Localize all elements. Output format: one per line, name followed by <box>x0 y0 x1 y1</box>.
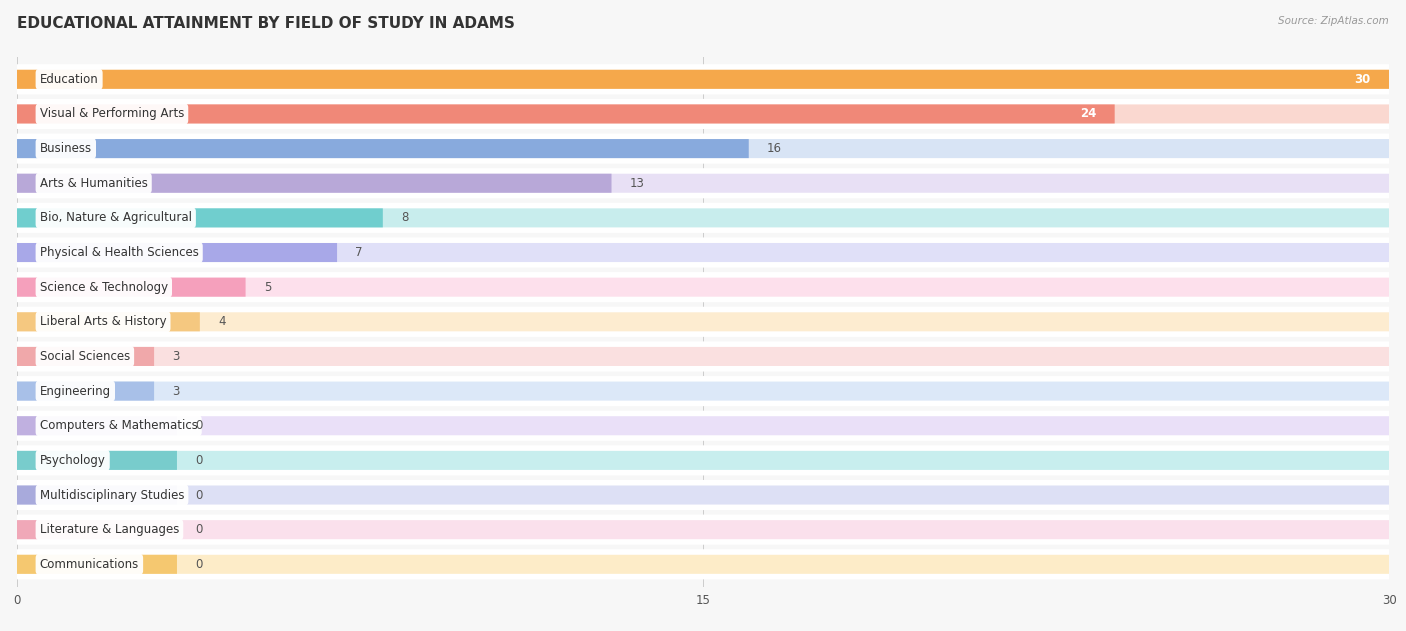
FancyBboxPatch shape <box>17 520 1389 540</box>
FancyBboxPatch shape <box>15 237 1391 268</box>
Text: 0: 0 <box>195 558 202 571</box>
FancyBboxPatch shape <box>17 451 177 470</box>
FancyBboxPatch shape <box>15 411 1391 441</box>
Text: 5: 5 <box>264 281 271 293</box>
FancyBboxPatch shape <box>17 278 1389 297</box>
Text: Multidisciplinary Studies: Multidisciplinary Studies <box>39 488 184 502</box>
FancyBboxPatch shape <box>15 515 1391 545</box>
Text: Engineering: Engineering <box>39 385 111 398</box>
FancyBboxPatch shape <box>15 445 1391 475</box>
Circle shape <box>14 383 35 399</box>
FancyBboxPatch shape <box>17 347 155 366</box>
FancyBboxPatch shape <box>17 555 177 574</box>
Circle shape <box>14 175 35 191</box>
FancyBboxPatch shape <box>15 376 1391 406</box>
Text: Source: ZipAtlas.com: Source: ZipAtlas.com <box>1278 16 1389 26</box>
FancyBboxPatch shape <box>17 139 749 158</box>
Circle shape <box>14 348 35 365</box>
FancyBboxPatch shape <box>17 278 246 297</box>
FancyBboxPatch shape <box>15 168 1391 198</box>
Text: Physical & Health Sciences: Physical & Health Sciences <box>39 246 198 259</box>
Text: Computers & Mathematics: Computers & Mathematics <box>39 419 198 432</box>
Text: Science & Technology: Science & Technology <box>39 281 167 293</box>
Circle shape <box>14 557 35 572</box>
Text: 4: 4 <box>218 316 225 328</box>
Text: 16: 16 <box>768 142 782 155</box>
Circle shape <box>14 418 35 433</box>
FancyBboxPatch shape <box>17 70 1389 89</box>
Text: Psychology: Psychology <box>39 454 105 467</box>
FancyBboxPatch shape <box>15 203 1391 233</box>
Text: Visual & Performing Arts: Visual & Performing Arts <box>39 107 184 121</box>
FancyBboxPatch shape <box>17 104 1389 124</box>
FancyBboxPatch shape <box>17 104 1115 124</box>
FancyBboxPatch shape <box>15 64 1391 95</box>
Text: 30: 30 <box>1354 73 1371 86</box>
FancyBboxPatch shape <box>15 134 1391 163</box>
Text: 8: 8 <box>401 211 409 225</box>
Circle shape <box>14 71 35 87</box>
Circle shape <box>14 279 35 295</box>
Text: 3: 3 <box>173 350 180 363</box>
Circle shape <box>14 245 35 261</box>
Text: 24: 24 <box>1080 107 1097 121</box>
Text: 0: 0 <box>195 523 202 536</box>
FancyBboxPatch shape <box>17 520 177 540</box>
Text: Literature & Languages: Literature & Languages <box>39 523 179 536</box>
FancyBboxPatch shape <box>17 347 1389 366</box>
Circle shape <box>14 487 35 503</box>
FancyBboxPatch shape <box>17 208 382 227</box>
Circle shape <box>14 210 35 226</box>
Text: Bio, Nature & Agricultural: Bio, Nature & Agricultural <box>39 211 191 225</box>
FancyBboxPatch shape <box>17 485 177 505</box>
FancyBboxPatch shape <box>17 312 200 331</box>
FancyBboxPatch shape <box>17 243 1389 262</box>
FancyBboxPatch shape <box>17 416 177 435</box>
FancyBboxPatch shape <box>15 341 1391 372</box>
Circle shape <box>14 452 35 468</box>
FancyBboxPatch shape <box>15 480 1391 510</box>
Text: 13: 13 <box>630 177 645 190</box>
Circle shape <box>14 141 35 156</box>
Text: 7: 7 <box>356 246 363 259</box>
FancyBboxPatch shape <box>17 70 1389 89</box>
Text: Education: Education <box>39 73 98 86</box>
FancyBboxPatch shape <box>15 272 1391 302</box>
FancyBboxPatch shape <box>17 174 612 192</box>
Circle shape <box>14 314 35 330</box>
Text: 3: 3 <box>173 385 180 398</box>
FancyBboxPatch shape <box>17 451 1389 470</box>
FancyBboxPatch shape <box>17 243 337 262</box>
Text: Liberal Arts & History: Liberal Arts & History <box>39 316 166 328</box>
FancyBboxPatch shape <box>17 555 1389 574</box>
Text: Arts & Humanities: Arts & Humanities <box>39 177 148 190</box>
FancyBboxPatch shape <box>17 174 1389 192</box>
FancyBboxPatch shape <box>17 139 1389 158</box>
Text: Communications: Communications <box>39 558 139 571</box>
FancyBboxPatch shape <box>17 208 1389 227</box>
Circle shape <box>14 522 35 538</box>
Text: EDUCATIONAL ATTAINMENT BY FIELD OF STUDY IN ADAMS: EDUCATIONAL ATTAINMENT BY FIELD OF STUDY… <box>17 16 515 31</box>
FancyBboxPatch shape <box>15 549 1391 579</box>
FancyBboxPatch shape <box>17 416 1389 435</box>
Text: 0: 0 <box>195 419 202 432</box>
FancyBboxPatch shape <box>17 485 1389 505</box>
Text: Social Sciences: Social Sciences <box>39 350 129 363</box>
Text: 0: 0 <box>195 488 202 502</box>
FancyBboxPatch shape <box>17 312 1389 331</box>
FancyBboxPatch shape <box>15 99 1391 129</box>
Circle shape <box>14 106 35 122</box>
Text: 0: 0 <box>195 454 202 467</box>
FancyBboxPatch shape <box>15 307 1391 337</box>
Text: Business: Business <box>39 142 91 155</box>
FancyBboxPatch shape <box>17 382 1389 401</box>
FancyBboxPatch shape <box>17 382 155 401</box>
